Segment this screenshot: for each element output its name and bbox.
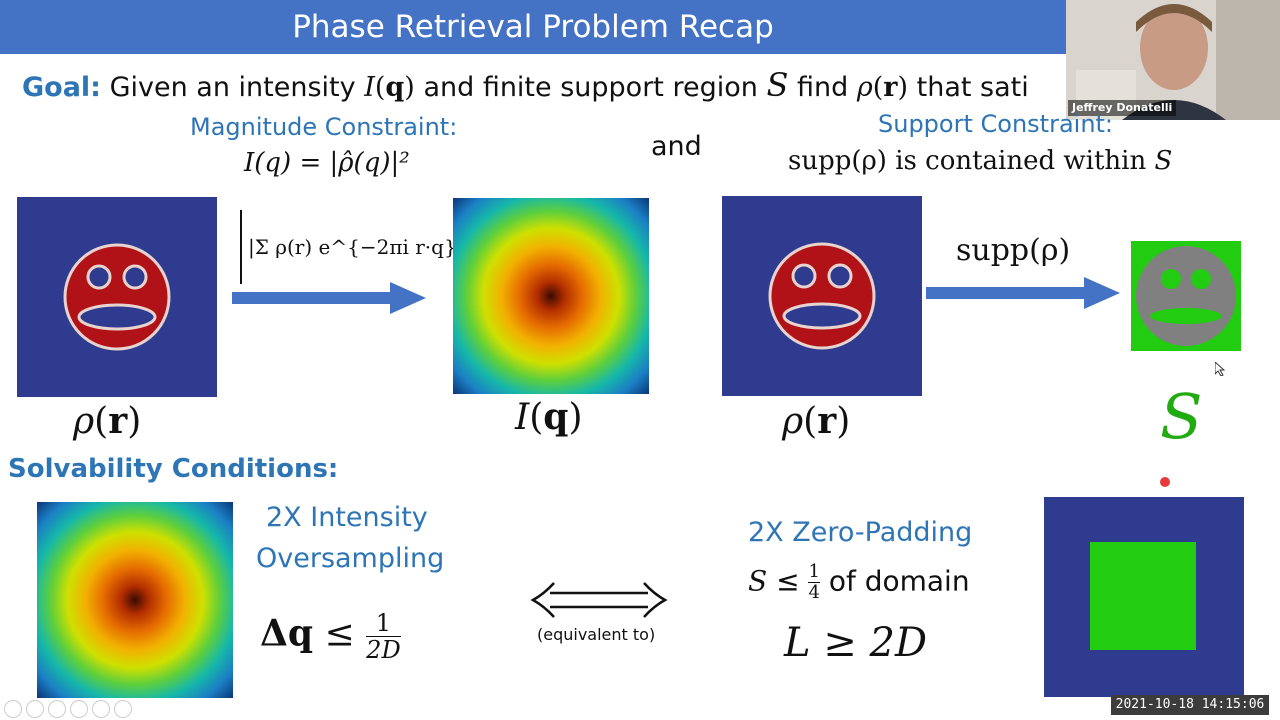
caption-intensity: I(q) bbox=[515, 396, 583, 438]
magnitude-formula: I(q) = |ρ̂(q)|² bbox=[244, 148, 410, 178]
goal-text-2: and finite support region bbox=[423, 72, 758, 103]
goal-text-4: that sati bbox=[916, 72, 1029, 103]
support-statement: supp(ρ) is contained within S bbox=[788, 146, 1172, 176]
goal-label: Goal: bbox=[22, 72, 101, 103]
video-control-icon[interactable] bbox=[4, 700, 22, 718]
support-constraint-title: Support Constraint: bbox=[878, 110, 1114, 138]
video-control-icon[interactable] bbox=[70, 700, 88, 718]
recording-timestamp: 2021-10-18 14:15:06 bbox=[1111, 695, 1269, 715]
presenter-name-tag: Jeffrey Donatelli bbox=[1068, 100, 1177, 116]
goal-math-intensity: I bbox=[364, 72, 375, 103]
goal-text-1: Given an intensity bbox=[109, 72, 356, 103]
slide-title: Phase Retrieval Problem Recap bbox=[292, 9, 774, 45]
zero-padding-title: 2X Zero-Padding bbox=[748, 517, 973, 548]
density-image-1 bbox=[17, 197, 217, 397]
caption-rho-2: ρ(r) bbox=[782, 400, 851, 442]
support-set-image bbox=[1131, 241, 1241, 351]
support-statement-var: S bbox=[1154, 146, 1173, 176]
density-image-2 bbox=[722, 196, 922, 396]
support-arrow-icon bbox=[926, 277, 1120, 309]
oversampling-formula: Δq ≤ 1 2D bbox=[260, 609, 401, 664]
goal-math-rho: ρ bbox=[856, 72, 873, 103]
goal-text-3: find bbox=[796, 72, 849, 103]
equivalence-arrow-icon bbox=[530, 582, 668, 618]
video-control-icon[interactable] bbox=[114, 700, 132, 718]
intensity-image-2 bbox=[37, 502, 233, 698]
zero-padding-text: of domain bbox=[828, 564, 970, 598]
fourier-transform-formula: |Σ ρ(r) e^{−2πi r·q}|² bbox=[240, 210, 480, 284]
video-control-icon[interactable] bbox=[26, 700, 44, 718]
equivalent-label: (equivalent to) bbox=[537, 625, 656, 644]
video-control-icon[interactable] bbox=[92, 700, 110, 718]
goal-math-support: S bbox=[766, 66, 789, 104]
mouse-cursor-icon bbox=[1215, 362, 1225, 376]
transform-arrow-icon bbox=[232, 282, 426, 314]
zero-padded-support-image bbox=[1044, 497, 1244, 697]
oversampling-line-2: Oversampling bbox=[256, 543, 445, 574]
oversampling-line-1: 2X Intensity bbox=[266, 502, 428, 533]
and-label: and bbox=[651, 131, 702, 162]
support-arrow-label: supp(ρ) bbox=[956, 233, 1071, 268]
support-statement-prefix: supp(ρ) is contained within bbox=[788, 146, 1147, 176]
zero-padding-condition: S ≤ 1 4 of domain bbox=[748, 561, 970, 603]
video-control-icon[interactable] bbox=[48, 700, 66, 718]
caption-rho-1: ρ(r) bbox=[73, 400, 142, 442]
intensity-image-1 bbox=[453, 198, 649, 394]
caption-support-set: S bbox=[1160, 380, 1203, 453]
zero-padding-formula: L ≥ 2D bbox=[784, 620, 928, 666]
solvability-title: Solvability Conditions: bbox=[8, 454, 339, 484]
title-bar bbox=[0, 0, 1066, 54]
magnitude-constraint-title: Magnitude Constraint: bbox=[190, 113, 458, 141]
laser-pointer-icon bbox=[1160, 477, 1170, 487]
goal-statement: Goal: Given an intensity I(q) and finite… bbox=[22, 66, 1029, 104]
